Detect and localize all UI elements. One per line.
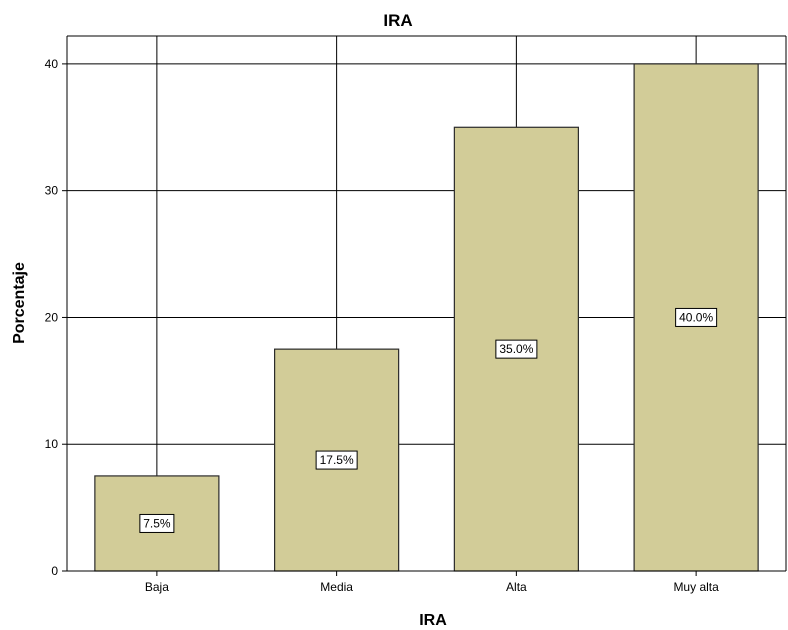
data-label-4: 40.0%: [675, 307, 718, 327]
x-tick-label-muy-alta: Muy alta: [673, 580, 719, 594]
y-tick-label-20: 20: [45, 310, 59, 324]
x-tick-label-alta: Alta: [506, 580, 527, 594]
data-label-box: [495, 339, 538, 359]
data-label-text: 7.5%: [143, 516, 171, 530]
y-tick-label-30: 30: [45, 184, 59, 198]
data-label-2: 17.5%: [315, 450, 358, 470]
y-tick-label-0: 0: [51, 564, 58, 578]
data-label-box: [139, 513, 175, 533]
data-label-text: 40.0%: [679, 310, 713, 324]
chart-title: IRA: [383, 11, 412, 30]
data-label-box: [315, 450, 358, 470]
x-tick-label-baja: Baja: [145, 580, 169, 594]
y-tick-label-40: 40: [45, 57, 59, 71]
y-axis-title: Porcentaje: [11, 262, 28, 344]
x-tick-label-media: Media: [320, 580, 353, 594]
data-label-1: 7.5%: [139, 513, 175, 533]
data-label-box: [675, 307, 718, 327]
data-label-3: 35.0%: [495, 339, 538, 359]
x-axis-title: IRA: [419, 612, 447, 629]
data-labels: 7.5% 17.5% 35.0% 40.0%: [139, 307, 718, 533]
axes: 0 10 20 30 40 Baja Media Alta Muy alta: [45, 35, 787, 594]
y-tick-label-10: 10: [45, 437, 59, 451]
data-label-text: 35.0%: [499, 342, 533, 356]
data-label-text: 17.5%: [320, 453, 354, 467]
